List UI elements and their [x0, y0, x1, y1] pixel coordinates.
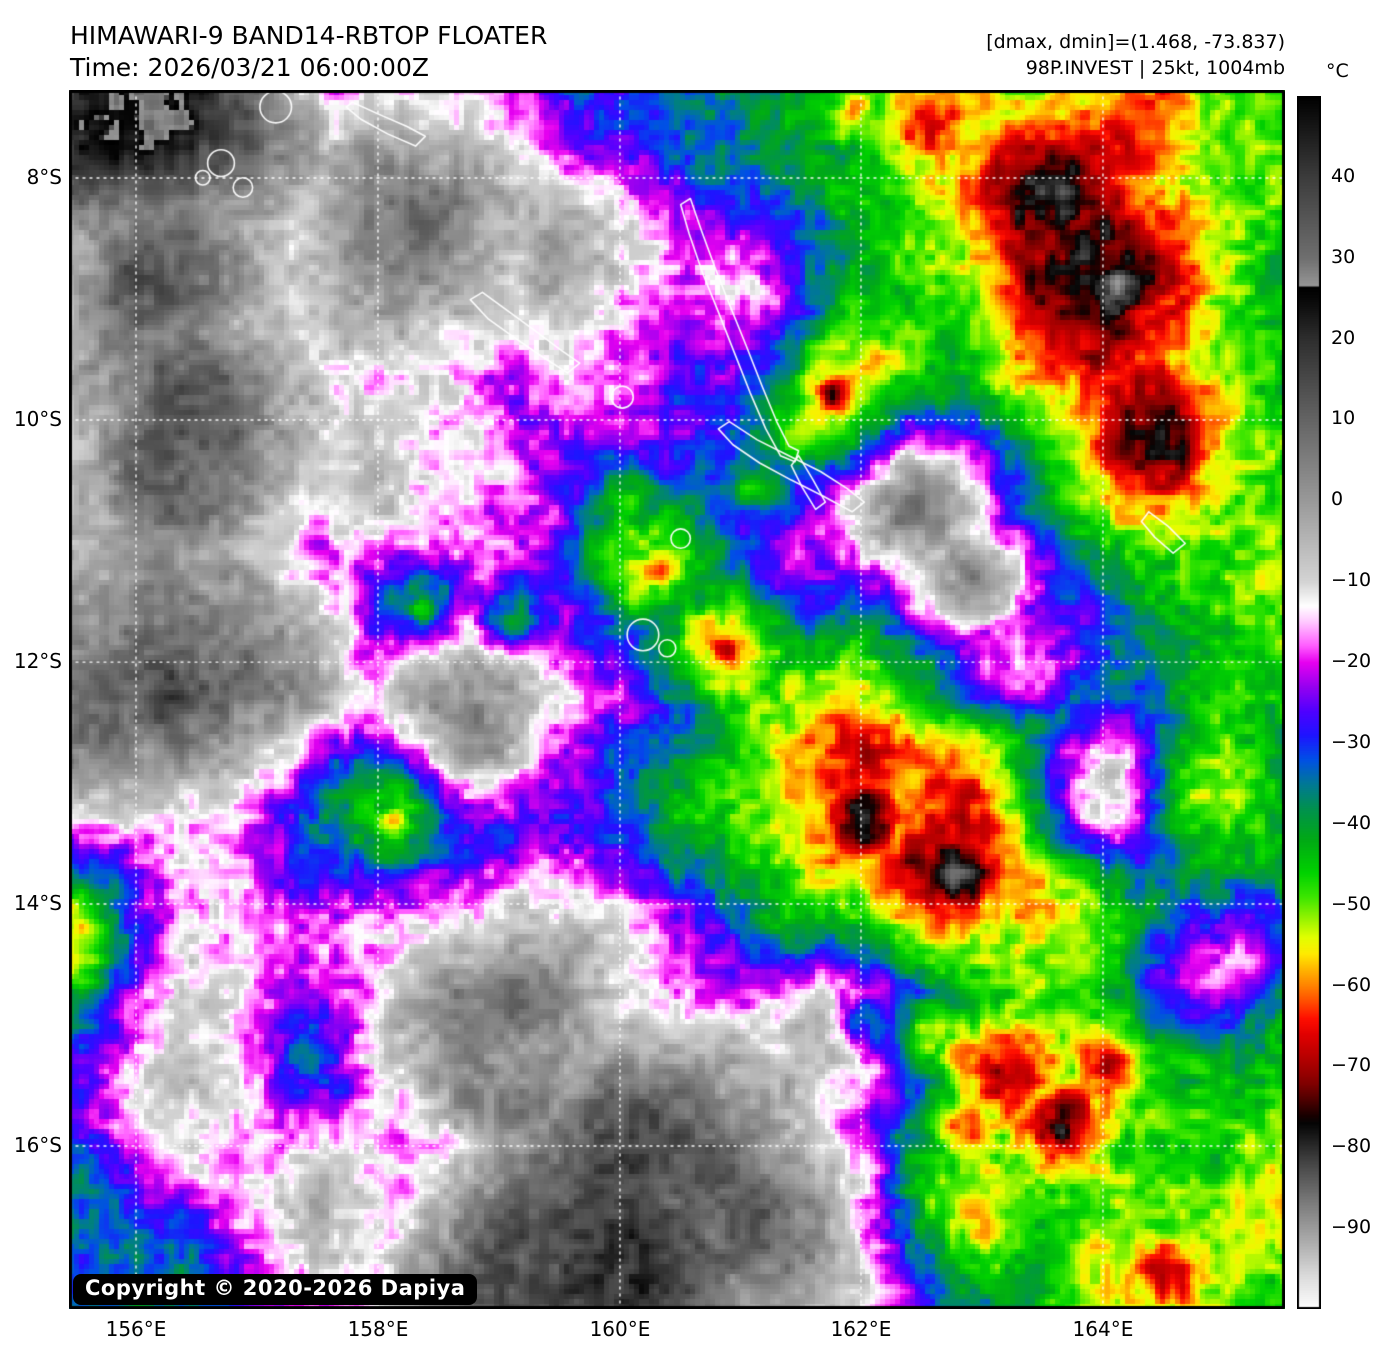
storm-info: [dmax, dmin]=(1.468, -73.837) 98P.INVEST…	[986, 30, 1285, 81]
colorbar-tick-label: −10	[1331, 569, 1372, 592]
y-tick-label: 10°S	[13, 406, 62, 431]
satellite-map: Copyright © 2020-2026 Dapiya	[69, 90, 1285, 1309]
x-tick-label: 162°E	[830, 1317, 892, 1341]
y-tick-label: 16°S	[13, 1133, 62, 1158]
colorbar-gradient-canvas	[1297, 96, 1321, 1309]
dmax-dmin-readout: [dmax, dmin]=(1.468, -73.837)	[986, 31, 1285, 53]
satellite-imagery-canvas	[69, 90, 1285, 1309]
colorbar-tick-label: −70	[1331, 1054, 1372, 1077]
storm-id-intensity: 98P.INVEST | 25kt, 1004mb	[1025, 56, 1285, 79]
product-header: HIMAWARI-9 BAND14-RBTOP FLOATER Time: 20…	[70, 20, 547, 83]
copyright-badge: Copyright © 2020-2026 Dapiya	[73, 1274, 478, 1305]
colorbar-tick-label: −50	[1331, 892, 1372, 915]
colorbar-tick-label: 30	[1331, 245, 1356, 268]
colorbar-tick-label: 20	[1331, 326, 1356, 349]
colorbar-tick-label: 10	[1331, 407, 1356, 430]
colorbar-tick-label: −40	[1331, 811, 1372, 834]
product-timestamp: Time: 2026/03/21 06:00:00Z	[70, 52, 429, 82]
colorbar-tick-label: 0	[1331, 488, 1344, 511]
x-tick-label: 156°E	[105, 1317, 167, 1341]
colorbar-tick-label: −90	[1331, 1216, 1372, 1239]
colorbar-tick-label: −20	[1331, 650, 1372, 673]
x-tick-label: 164°E	[1072, 1317, 1134, 1341]
colorbar-tick-label: 40	[1331, 164, 1356, 187]
colorbar-unit-label: °C	[1326, 60, 1349, 82]
x-tick-label: 160°E	[589, 1317, 651, 1341]
y-tick-label: 14°S	[13, 891, 62, 916]
colorbar-tick-label: −80	[1331, 1135, 1372, 1158]
y-tick-label: 8°S	[26, 165, 62, 189]
product-title: HIMAWARI-9 BAND14-RBTOP FLOATER	[70, 21, 548, 50]
y-tick-label: 12°S	[13, 649, 62, 674]
colorbar	[1297, 96, 1321, 1309]
x-tick-label: 158°E	[347, 1317, 409, 1341]
colorbar-tick-label: −60	[1331, 973, 1372, 996]
colorbar-tick-label: −30	[1331, 730, 1372, 753]
